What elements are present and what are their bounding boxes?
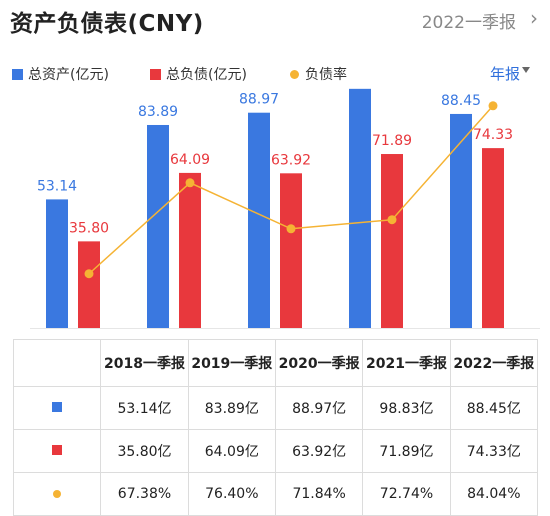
bar-total-liabilities [179,172,201,328]
table-cell: 63.92亿 [274,429,364,473]
data-label: 63.92 [271,152,311,168]
row-marker [12,386,102,430]
red-square-icon [52,445,63,455]
table-cell: 74.33亿 [449,429,539,473]
bar-total-assets [450,113,472,328]
table-cell: 98.83亿 [362,386,451,430]
table-cell: 64.09亿 [187,429,276,473]
table-cell: 88.97亿 [274,386,364,430]
blue-square-icon [52,402,63,412]
bar-total-liabilities [482,148,504,328]
bar-total-assets [147,124,169,328]
table-cell: 72.74% [362,472,451,516]
data-label: 53.14 [37,178,77,194]
row-marker [12,429,102,473]
table-header-cell: 2022一季报 [449,339,539,387]
legend-item-total-liabilities[interactable]: 总负债(亿元) [150,64,247,84]
table-cell: 67.38% [100,472,189,516]
data-label: 88.45 [441,93,481,109]
debt-ratio-point [84,269,94,279]
page-title: 资产负债表(CNY) [10,11,204,37]
debt-ratio-point [185,178,195,188]
legend-label: 总资产(亿元) [28,67,109,83]
table-cell: 76.40% [187,472,276,516]
data-table: 2018一季报 2019一季报 2020一季报 2021一季报 2022一季报 … [12,339,539,516]
table-cell: 53.14亿 [100,386,189,430]
data-label: 64.09 [170,152,210,168]
table-header-cell: 2020一季报 [274,339,364,387]
report-type-dropdown[interactable]: 年报 [489,65,520,83]
debt-ratio-point [387,215,397,225]
legend-label: 负债率 [305,67,347,83]
orange-dot-icon [53,490,62,498]
table-header-cell: 2019一季报 [187,339,276,387]
legend-swatch-red [150,69,161,80]
table-row-debt-ratio: 67.38% 76.40% 71.84% 72.74% 84.04% [12,472,539,516]
table-header-blank [12,339,102,387]
legend-label: 总负债(亿元) [166,67,247,83]
debt-ratio-point [488,101,498,111]
header: 资产负债表(CNY) 2022一季报 › [0,0,550,48]
debt-ratio-point [286,224,296,234]
table-cell: 83.89亿 [187,386,276,430]
legend-dot-orange [290,70,299,79]
table-cell: 84.04% [449,472,539,516]
legend-swatch-blue [12,69,23,80]
row-marker [12,472,102,516]
chevron-right-icon[interactable]: › [530,6,538,30]
table-row-total-liabilities: 35.80亿 64.09亿 63.92亿 71.89亿 74.33亿 [12,429,539,473]
legend-item-total-assets[interactable]: 总资产(亿元) [12,64,109,84]
data-label: 35.80 [69,220,109,236]
bar-total-assets [349,88,371,329]
bar-total-assets [248,112,270,328]
data-label: 71.89 [372,133,412,149]
bar-line-chart: 53.1435.8083.8964.0988.9763.9298.8371.89… [30,88,540,329]
bar-total-assets [46,199,68,328]
legend: 总资产(亿元) 总负债(亿元) 负债率 年报 [0,60,550,86]
data-label: 83.89 [138,104,178,120]
legend-item-debt-ratio[interactable]: 负债率 [290,64,347,84]
table-header-cell: 2018一季报 [100,339,189,387]
data-label: 88.97 [239,92,279,108]
bar-total-liabilities [280,173,302,328]
bar-total-liabilities [381,154,403,328]
table-header-cell: 2021一季报 [362,339,451,387]
table-cell: 71.89亿 [362,429,451,473]
table-row-total-assets: 53.14亿 83.89亿 88.97亿 98.83亿 88.45亿 [12,386,539,430]
period-selector[interactable]: 2022一季报 [421,13,516,33]
caret-down-icon[interactable] [522,67,530,73]
table-cell: 35.80亿 [100,429,189,473]
data-label: 74.33 [473,127,513,143]
table-header-row: 2018一季报 2019一季报 2020一季报 2021一季报 2022一季报 [12,339,539,387]
table-cell: 88.45亿 [449,386,539,430]
bar-total-liabilities [78,241,100,328]
table-cell: 71.84% [274,472,364,516]
